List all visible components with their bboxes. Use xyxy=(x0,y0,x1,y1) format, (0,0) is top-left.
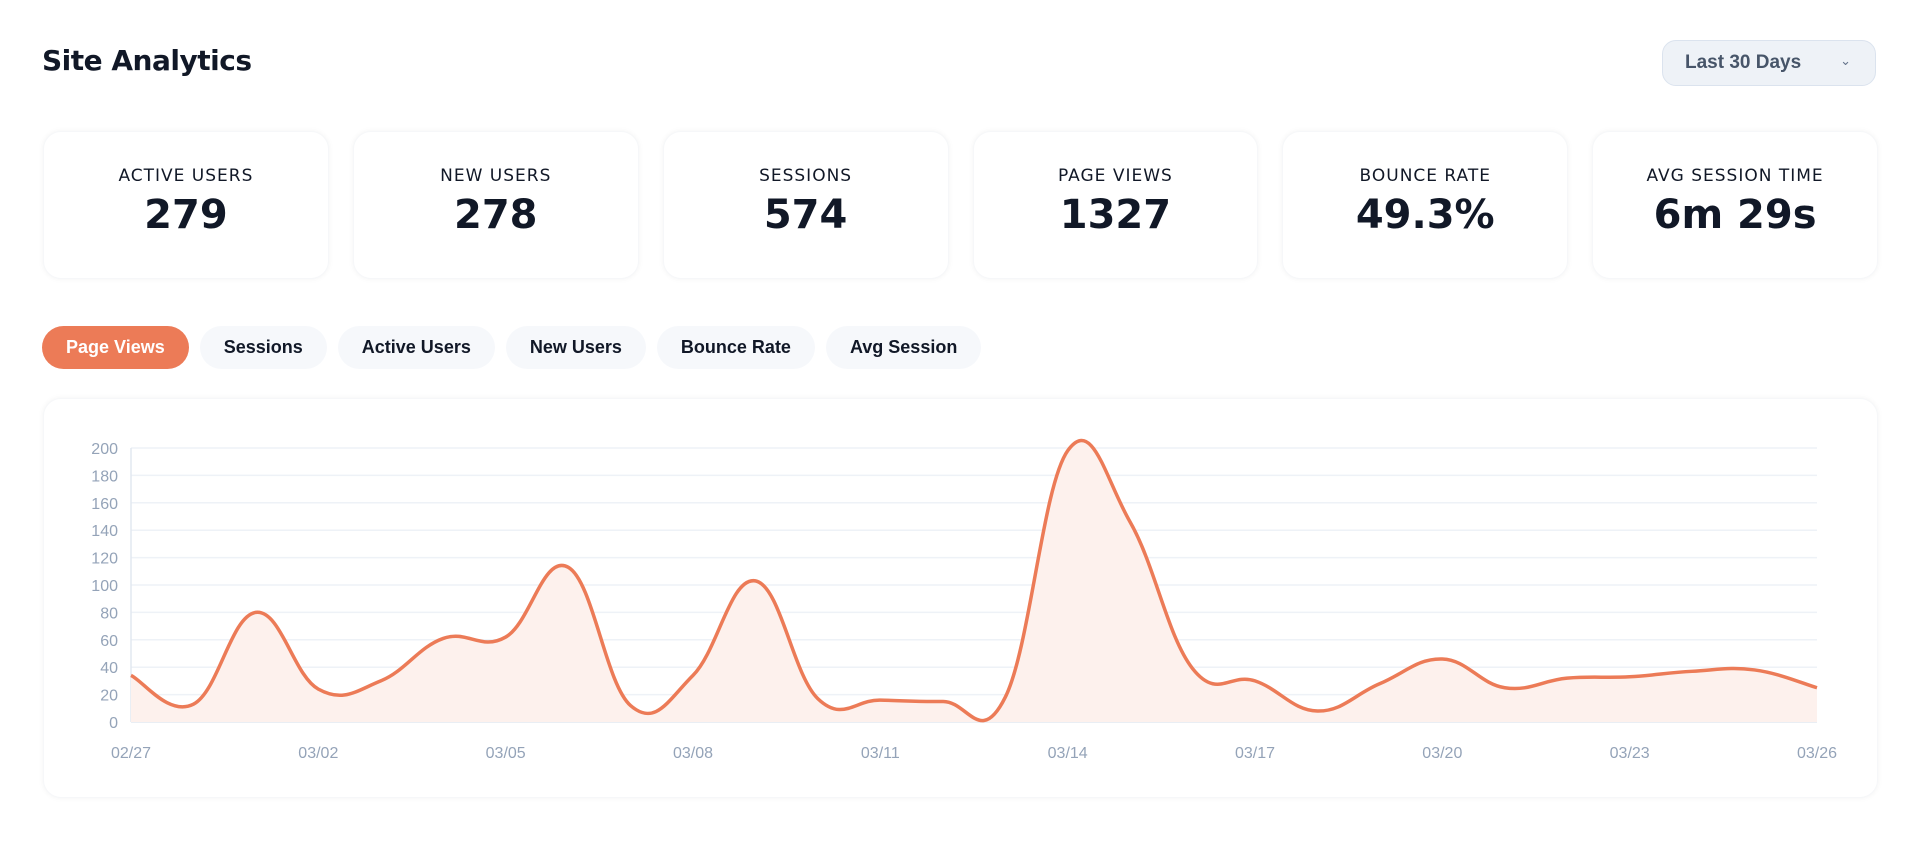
area-fill xyxy=(131,440,1817,722)
stat-value: 1327 xyxy=(1059,192,1172,238)
stat-card-page-views: PAGE VIEWS 1327 xyxy=(972,131,1259,279)
stat-label: BOUNCE RATE xyxy=(1359,166,1491,186)
tab-new-users[interactable]: New Users xyxy=(505,326,646,369)
stat-label: AVG SESSION TIME xyxy=(1646,166,1824,186)
stat-card-sessions: SESSIONS 574 xyxy=(662,131,949,279)
tab-page-views[interactable]: Page Views xyxy=(42,326,189,369)
x-tick-label: 03/14 xyxy=(1048,745,1088,762)
chart-card: 0 20 40 60 80 100 120 140 160 180 200 02/27 03/02 03/… xyxy=(43,398,1878,798)
stat-value: 279 xyxy=(144,192,228,238)
tab-bounce-rate[interactable]: Bounce Rate xyxy=(656,326,815,369)
stat-value: 574 xyxy=(763,192,848,238)
stat-value: 49.3% xyxy=(1355,192,1495,238)
y-tick-label: 0 xyxy=(109,715,118,732)
stat-card-active-users: ACTIVE USERS 279 xyxy=(43,131,329,279)
stat-label: ACTIVE USERS xyxy=(118,166,254,186)
x-tick-label: 03/05 xyxy=(486,745,526,762)
x-tick-label: 03/02 xyxy=(298,745,338,762)
date-range-dropdown[interactable]: Last 30 Days ⌄ xyxy=(1662,40,1876,86)
x-tick-label: 03/23 xyxy=(1610,745,1650,762)
date-range-label: Last 30 Days xyxy=(1685,52,1802,73)
x-tick-label: 03/11 xyxy=(861,745,900,762)
x-tick-label: 03/08 xyxy=(673,745,713,762)
y-tick-label: 20 xyxy=(100,688,118,705)
x-tick-label: 03/20 xyxy=(1422,745,1462,762)
x-tick-label: 03/26 xyxy=(1797,745,1837,762)
chevron-down-icon: ⌄ xyxy=(1840,53,1851,68)
y-tick-label: 100 xyxy=(91,578,118,595)
x-tick-label: 03/17 xyxy=(1235,745,1275,762)
metric-tabs: Page Views Sessions Active Users New Use… xyxy=(42,326,982,369)
y-tick-label: 120 xyxy=(91,551,118,568)
y-tick-label: 80 xyxy=(100,605,118,622)
stat-label: NEW USERS xyxy=(440,166,552,186)
stats-cards: ACTIVE USERS 279 NEW USERS 278 SESSIONS 574… xyxy=(43,131,1878,279)
page-title: Site Analytics xyxy=(42,44,252,77)
page-views-chart: 0 20 40 60 80 100 120 140 160 180 200 02/27 03/02 03/… xyxy=(91,438,1837,762)
y-tick-label: 60 xyxy=(100,633,118,650)
stat-card-new-users: NEW USERS 278 xyxy=(352,131,639,279)
stat-label: SESSIONS xyxy=(759,166,853,186)
stat-value: 6m 29s xyxy=(1653,192,1817,238)
tab-avg-session[interactable]: Avg Session xyxy=(825,326,982,369)
page-views-line xyxy=(130,438,1818,723)
stat-label: PAGE VIEWS xyxy=(1058,166,1173,186)
stat-card-bounce-rate: BOUNCE RATE 49.3% xyxy=(1282,131,1569,279)
stat-value: 278 xyxy=(453,192,538,238)
tab-active-users[interactable]: Active Users xyxy=(337,326,495,369)
stat-card-avg-session-time: AVG SESSION TIME 6m 29s xyxy=(1592,131,1878,279)
tab-sessions[interactable]: Sessions xyxy=(199,326,327,369)
y-tick-label: 140 xyxy=(91,523,118,540)
y-tick-label: 200 xyxy=(91,441,118,458)
x-tick-label: 02/27 xyxy=(111,745,151,762)
y-tick-label: 160 xyxy=(91,496,118,513)
y-tick-label: 40 xyxy=(100,660,118,677)
y-tick-label: 180 xyxy=(91,468,118,485)
